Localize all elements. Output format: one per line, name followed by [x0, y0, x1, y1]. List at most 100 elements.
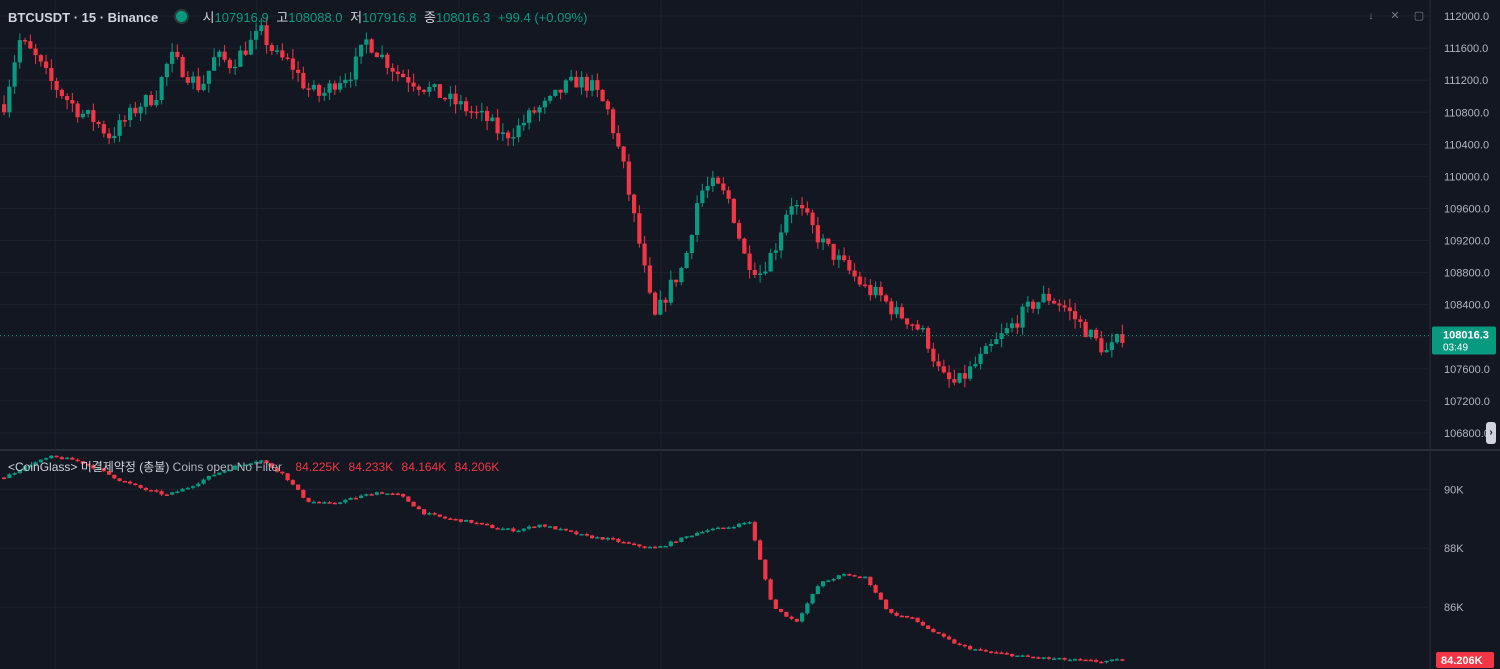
maximize-icon[interactable]: ▢ — [1413, 10, 1425, 22]
candle-body — [1041, 657, 1046, 659]
price-candle — [506, 130, 511, 146]
candle-body — [464, 101, 469, 112]
candle-body — [863, 284, 868, 287]
price-candle — [779, 224, 784, 259]
candle-body — [275, 467, 280, 472]
candle-body — [1020, 655, 1025, 657]
oi-axis-tick: 86K — [1444, 602, 1464, 614]
oi-candle — [70, 456, 75, 460]
oi-candle — [1010, 653, 1015, 658]
price-candle — [847, 255, 852, 275]
candle-body — [595, 80, 600, 90]
oi-candle — [133, 483, 138, 486]
price-candle — [1020, 303, 1025, 335]
collapse-icon[interactable]: ✕ — [1390, 10, 1400, 22]
price-axis-tick: 107600.0 — [1444, 364, 1490, 376]
oi-candle — [511, 526, 516, 533]
oi-candle — [422, 509, 427, 516]
price-candle — [983, 343, 988, 355]
candle-body — [490, 117, 495, 121]
candle-body — [296, 69, 301, 73]
candle-body — [737, 222, 742, 239]
close-value: 108016.3 — [435, 10, 491, 25]
move-down-icon[interactable]: ↓ — [1368, 10, 1374, 22]
price-candle — [54, 77, 59, 98]
candle-body — [705, 530, 710, 532]
price-candle — [317, 83, 322, 103]
candle-body — [521, 528, 526, 531]
candle-body — [170, 492, 175, 495]
price-candle — [1120, 324, 1125, 348]
candle-body — [33, 462, 38, 466]
candle-body — [269, 463, 274, 468]
candle-body — [815, 225, 820, 243]
candle-body — [427, 86, 432, 92]
price-candle — [133, 102, 138, 117]
candle-body — [86, 463, 91, 466]
candle-body — [269, 45, 274, 51]
candle-body — [185, 77, 190, 83]
oi-candle — [364, 493, 369, 497]
oi-candle — [122, 480, 127, 483]
price-candle — [710, 170, 715, 193]
candle-body — [28, 465, 33, 468]
candle-body — [485, 110, 490, 121]
candle-body — [726, 527, 731, 529]
oi-candle — [910, 616, 915, 619]
candle-body — [978, 649, 983, 651]
price-candle — [33, 44, 38, 65]
oi-candle — [395, 492, 400, 496]
oi-candle — [117, 478, 122, 482]
price-candle — [458, 94, 463, 110]
candle-body — [821, 581, 826, 587]
candle-body — [1046, 657, 1051, 659]
price-candle — [878, 281, 883, 302]
oi-candle — [479, 522, 484, 526]
candle-body — [38, 55, 43, 62]
price-candle — [86, 109, 91, 118]
candle-body — [752, 269, 757, 275]
price-axis-tick: 109200.0 — [1444, 236, 1490, 248]
oi-candle — [752, 521, 757, 542]
oi-candle — [322, 501, 327, 504]
price-candle — [1104, 342, 1109, 353]
candle-body — [553, 89, 558, 97]
oi-candle — [952, 638, 957, 644]
candle-body — [952, 639, 957, 644]
candle-body — [1078, 319, 1083, 322]
candle-body — [275, 50, 280, 52]
oi-candle — [563, 528, 568, 532]
price-candle — [44, 54, 49, 75]
price-candle — [238, 45, 243, 68]
candle-body — [542, 524, 547, 527]
price-candle — [285, 53, 290, 61]
oi-candle — [96, 467, 101, 470]
scroll-right-icon[interactable]: › — [1486, 422, 1496, 444]
candle-body — [957, 643, 962, 646]
candle-body — [485, 523, 490, 526]
candle-body — [44, 61, 49, 69]
candle-body — [201, 83, 206, 91]
oi-candle — [537, 524, 542, 529]
indicator-name[interactable]: <CoinGlass> 미결제약정 (총불) — [8, 460, 170, 474]
oi-candle — [747, 521, 752, 525]
candle-body — [994, 652, 999, 654]
price-candle — [516, 118, 521, 143]
oi-candle — [264, 459, 269, 464]
oi-candle — [668, 540, 673, 547]
candle-body — [385, 493, 390, 495]
candle-body — [831, 243, 836, 260]
candle-body — [437, 514, 442, 517]
candle-body — [731, 526, 736, 529]
candle-body — [868, 284, 873, 296]
candle-body — [395, 493, 400, 496]
price-candle — [695, 195, 700, 243]
oi-candle — [884, 598, 889, 610]
price-candle — [443, 97, 448, 102]
symbol-title[interactable]: BTCUSDT · 15 · Binance — [8, 10, 159, 25]
oi-axis-tick: 90K — [1444, 484, 1464, 496]
oi-candle — [7, 473, 12, 479]
candle-body — [154, 490, 159, 492]
candle-body — [317, 84, 322, 96]
